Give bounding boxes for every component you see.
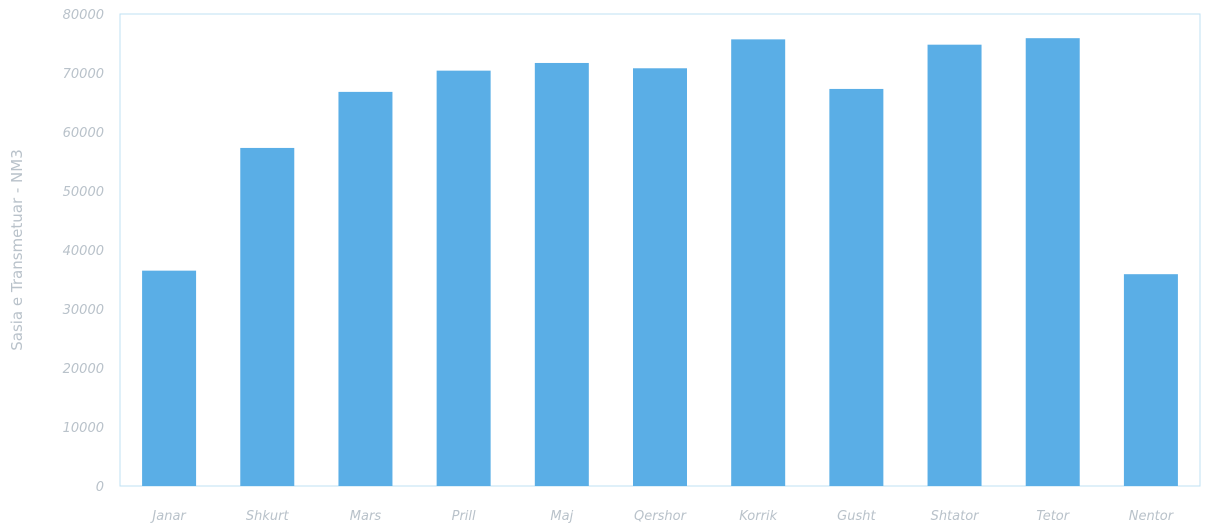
y-tick-label: 0 bbox=[96, 480, 104, 495]
y-tick-label: 10000 bbox=[63, 421, 104, 436]
y-tick-label: 40000 bbox=[63, 244, 104, 259]
bar-korrik bbox=[731, 39, 786, 487]
bar-nentor bbox=[1123, 274, 1178, 486]
x-tick-label: Nentor bbox=[1129, 509, 1175, 524]
x-tick-label: Maj bbox=[550, 509, 573, 524]
x-tick-label: Mars bbox=[350, 509, 382, 524]
y-tick-label: 70000 bbox=[63, 67, 104, 82]
bar-tetor bbox=[1025, 38, 1080, 486]
x-tick-label: Qershor bbox=[634, 509, 688, 524]
bar-mars bbox=[338, 91, 393, 486]
bar-shkurt bbox=[240, 147, 295, 486]
bars bbox=[142, 38, 1178, 487]
bar-janar bbox=[142, 270, 197, 486]
x-tick-label: Korrik bbox=[739, 509, 777, 524]
x-tick-label: Shkurt bbox=[246, 509, 290, 524]
y-axis-ticks: 0 10000 20000 30000 40000 50000 60000 70000 8000… bbox=[63, 8, 104, 495]
y-tick-label: 80000 bbox=[63, 8, 104, 23]
y-tick-label: 60000 bbox=[63, 126, 104, 141]
bar-maj bbox=[534, 62, 589, 486]
x-axis-ticks: Janar Shkurt Mars Prill Maj Qershor Korrik Gush… bbox=[149, 509, 1174, 524]
y-axis-label: Sasia e Transmetuar - NM3 bbox=[8, 149, 26, 351]
x-tick-label: Janar bbox=[149, 509, 187, 524]
bar-prill bbox=[436, 70, 491, 486]
y-tick-label: 30000 bbox=[63, 303, 104, 318]
bar-shtator bbox=[927, 44, 982, 487]
x-tick-label: Prill bbox=[452, 509, 476, 524]
y-tick-label: 50000 bbox=[63, 185, 104, 200]
x-tick-label: Shtator bbox=[931, 509, 981, 524]
x-tick-label: Tetor bbox=[1036, 509, 1070, 524]
bar-qershor bbox=[633, 68, 687, 486]
y-tick-label: 20000 bbox=[63, 362, 104, 377]
bar-gusht bbox=[829, 88, 884, 487]
x-tick-label: Gusht bbox=[837, 509, 876, 524]
